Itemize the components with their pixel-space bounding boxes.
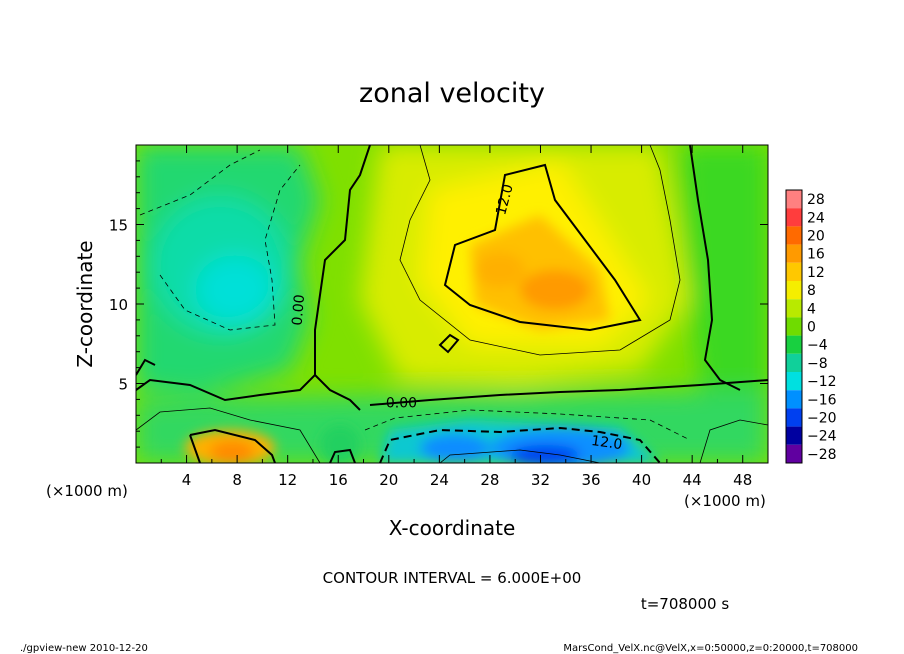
x-tick-label: 48	[733, 471, 752, 489]
colorbar-swatch	[786, 353, 802, 372]
x-tick-label: 44	[683, 471, 702, 489]
colorbar-label: −20	[807, 411, 837, 427]
contour-label: 12.0	[493, 182, 517, 216]
footer-right: MarsCond_VelX.nc@VelX,x=0:50000,z=0:2000…	[563, 643, 858, 654]
colorbar-swatch	[786, 208, 802, 227]
colorbar-swatch	[786, 244, 802, 263]
x-unit-label-right: (×1000 m)	[684, 492, 766, 510]
contour-label: 12.0	[590, 433, 623, 453]
x-tick-label: 36	[581, 471, 600, 489]
colorbar-swatch	[786, 372, 802, 391]
x-tick-label: 40	[632, 471, 651, 489]
colorbar-swatch	[786, 426, 802, 445]
colorbar-swatch	[786, 444, 802, 463]
colorbar-label: 16	[807, 247, 825, 263]
colorbar-swatch	[786, 299, 802, 318]
chart-title: zonal velocity	[359, 78, 545, 109]
colorbar-label: 0	[807, 320, 816, 336]
colorbar-swatch	[786, 281, 802, 300]
colorbar-swatch	[786, 390, 802, 409]
y-tick-label: 5	[118, 376, 128, 394]
colorbar-swatch	[786, 317, 802, 336]
y-tick-label: 10	[109, 296, 128, 314]
x-axis-label: X-coordinate	[389, 516, 516, 540]
contour-interval-text: CONTOUR INTERVAL = 6.000E+00	[323, 569, 582, 587]
colorbar-label: −8	[807, 356, 828, 372]
contour-label: 0.00	[290, 294, 309, 326]
colorbar-label: 28	[807, 192, 825, 208]
x-tick-label: 16	[329, 471, 348, 489]
colorbar-label: 20	[807, 229, 825, 245]
colorbar-swatch	[786, 262, 802, 281]
x-unit-label: (×1000 m)	[46, 482, 128, 500]
colorbar-label: −28	[807, 447, 837, 463]
y-tick-label: 15	[109, 217, 128, 235]
x-tick-label: 20	[379, 471, 398, 489]
x-tick-label: 28	[480, 471, 499, 489]
contour-label: 0.00	[386, 395, 417, 411]
footer-left: ./gpview-new 2010-12-20	[20, 643, 148, 654]
x-tick-label: 12	[278, 471, 297, 489]
x-tick-label: 24	[430, 471, 449, 489]
colorbar-label: 8	[807, 283, 816, 299]
y-axis-label: Z-coordinate	[73, 240, 97, 367]
colorbar-swatch	[786, 226, 802, 245]
x-tick-label: 4	[182, 471, 192, 489]
colorbar-label: 12	[807, 265, 825, 281]
colorbar-label: −12	[807, 374, 837, 390]
colorbar: 28 24 20 16 12 8 4 0 −4 −8 −12 −16 −20 −24 −28	[785, 189, 837, 464]
colorbar-frame	[785, 189, 803, 464]
colorbar-label: 4	[807, 301, 816, 317]
x-tick-label: 32	[531, 471, 550, 489]
colorbar-swatch	[786, 335, 802, 354]
colorbar-label: −4	[807, 338, 828, 354]
colorbar-label: −24	[807, 429, 837, 445]
colorbar-swatch	[786, 408, 802, 427]
plot-area: 12.0 0.00 0.00 12.0	[136, 145, 768, 463]
time-label: t=708000 s	[641, 595, 729, 613]
colorbar-label: −16	[807, 392, 837, 408]
x-tick-label: 8	[232, 471, 242, 489]
colorbar-swatch	[786, 190, 802, 209]
colorbar-label: 24	[807, 210, 825, 226]
